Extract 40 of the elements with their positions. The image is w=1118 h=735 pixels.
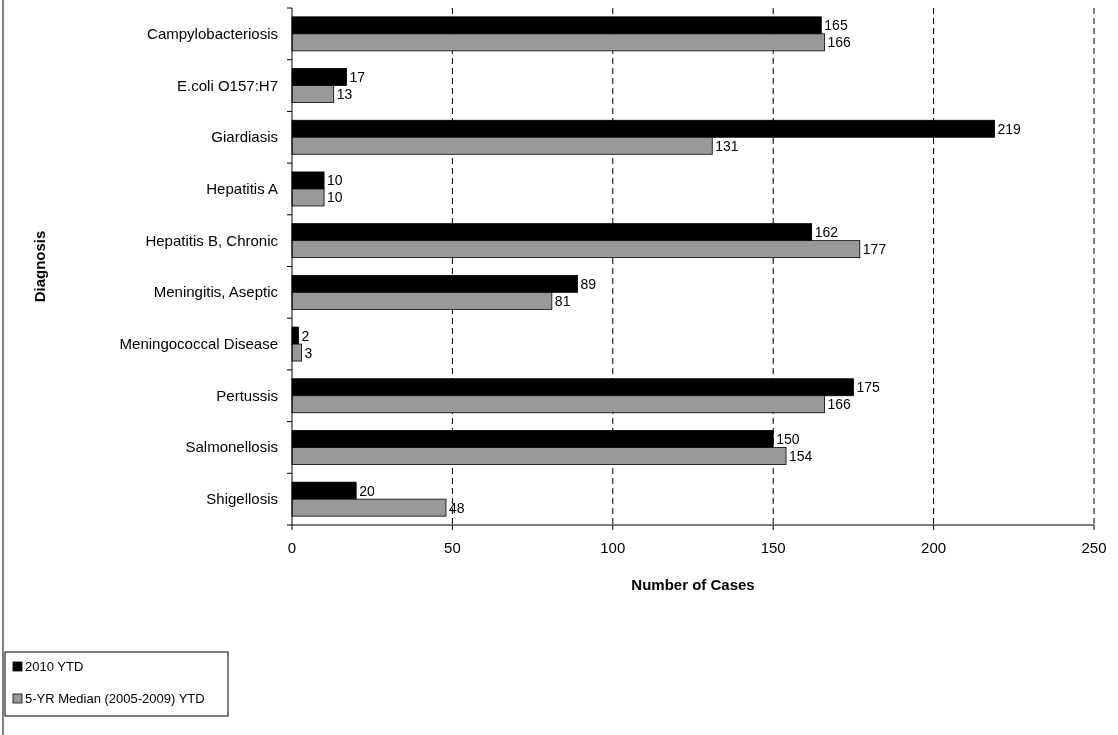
y-tick-label: Salmonellosis [185, 438, 278, 456]
data-label: 162 [814, 224, 839, 241]
y-tick-label: Pertussis [216, 386, 278, 404]
data-label: 175 [856, 379, 880, 396]
x-axis-title: Number of Cases [631, 576, 755, 593]
data-label: 166 [827, 34, 852, 51]
x-tick-label: 100 [600, 539, 626, 556]
x-tick-label: 0 [287, 539, 297, 556]
y-tick-label: E.coli O157:H7 [177, 76, 278, 94]
data-label: 150 [776, 430, 800, 447]
data-label: 10 [327, 172, 343, 189]
legend-label: 5-YR Median (2005-2009) YTD [25, 691, 205, 706]
x-tick-label: 200 [921, 539, 947, 556]
data-label: 20 [359, 482, 375, 499]
data-label: 3 [304, 344, 313, 361]
data-label: 17 [349, 69, 366, 86]
y-tick-label: Giardiasis [211, 128, 278, 146]
data-label: 13 [336, 86, 353, 103]
x-tick-label: 50 [444, 539, 461, 556]
legend-label: 2010 YTD [25, 659, 84, 674]
y-tick-label: Hepatitis A [206, 179, 278, 197]
y-tick-label: Shigellosis [206, 490, 278, 508]
x-tick-label: 250 [1081, 539, 1107, 556]
y-tick-label: Meningococcal Disease [119, 335, 278, 353]
data-label: 89 [580, 275, 597, 292]
data-label: 177 [862, 241, 887, 258]
data-label: 219 [997, 120, 1022, 137]
data-label: 10 [327, 189, 343, 206]
data-label: 166 [827, 396, 852, 413]
data-label: 81 [554, 292, 571, 309]
data-label: 165 [824, 17, 848, 34]
x-tick-label: 150 [760, 539, 786, 556]
y-tick-label: Meningitis, Aseptic [153, 283, 279, 301]
data-label: 154 [789, 447, 813, 464]
y-tick-label: Campylobacteriosis [147, 24, 278, 42]
data-label: 48 [448, 499, 465, 516]
y-axis-title: Diagnosis [31, 230, 48, 303]
data-label: 2 [301, 327, 310, 344]
data-label: 131 [715, 137, 739, 154]
y-tick-label: Hepatitis B, Chronic [145, 231, 279, 249]
